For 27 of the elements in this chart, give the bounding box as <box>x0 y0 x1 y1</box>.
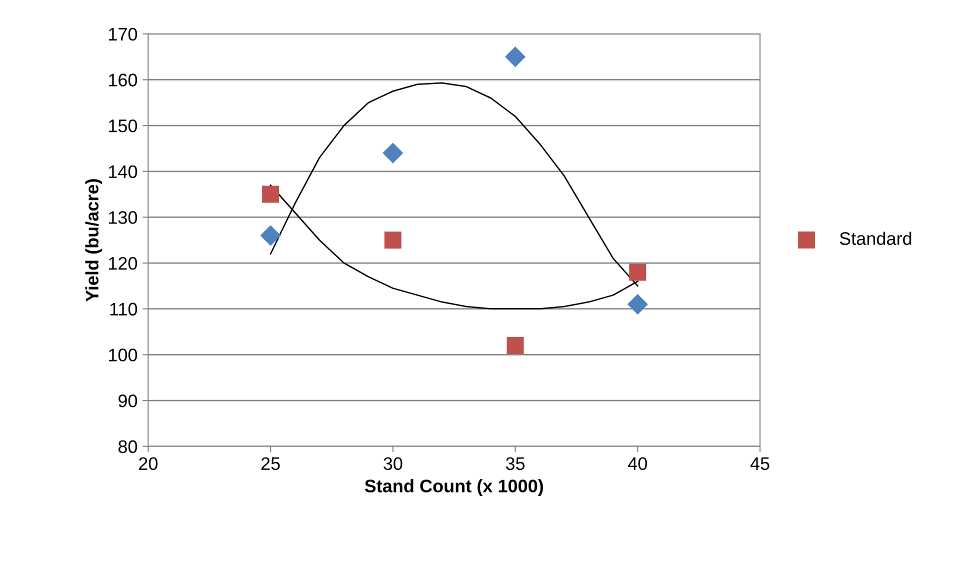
y-tick-label: 90 <box>118 394 138 408</box>
y-tick-label: 80 <box>118 440 138 454</box>
y-tick-label: 110 <box>110 302 138 316</box>
legend-label: Standard <box>840 232 912 245</box>
y-tick-label: 100 <box>109 348 138 362</box>
x-tick-label: 35 <box>506 457 525 470</box>
point <box>260 225 281 246</box>
y-axis-title: Yield (bu/acre) <box>85 179 102 302</box>
x-tick-label: 25 <box>261 457 280 470</box>
x-tick-label: 20 <box>139 457 158 470</box>
point <box>506 337 524 354</box>
y-tick-label: 170 <box>109 28 138 41</box>
y-tick-label: 130 <box>109 211 138 224</box>
point <box>382 142 404 164</box>
y-tick-label: 140 <box>109 165 138 178</box>
point <box>384 232 402 249</box>
point <box>504 46 526 68</box>
point <box>629 264 646 281</box>
point <box>262 186 280 203</box>
x-tick-label: 45 <box>750 457 770 470</box>
x-tick-label: 40 <box>628 457 647 470</box>
x-tick-label: 30 <box>384 457 402 470</box>
y-tick-label: 160 <box>109 74 138 86</box>
y-tick-label: 120 <box>109 256 138 270</box>
y-tick-label: 150 <box>109 119 138 132</box>
x-axis-title: Stand Count (x 1000) <box>364 479 543 496</box>
point <box>627 294 648 315</box>
